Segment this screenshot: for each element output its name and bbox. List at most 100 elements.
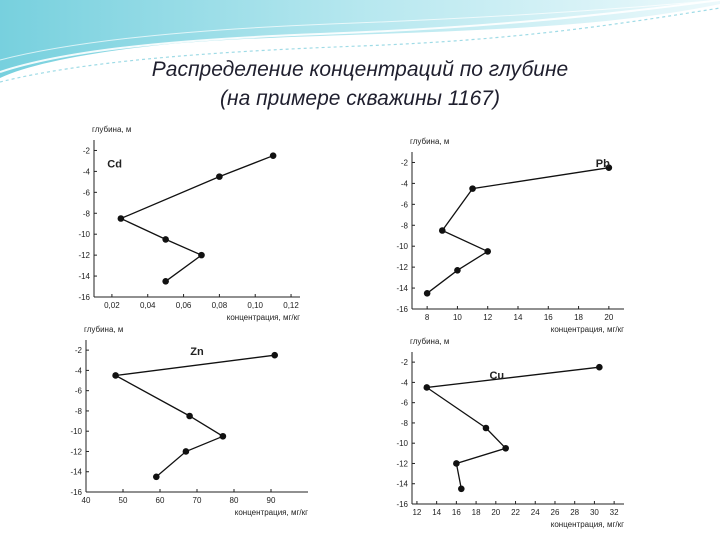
zn-element-label: Zn — [190, 346, 204, 358]
cu-x-tick-label: 32 — [610, 508, 619, 517]
zn-y-tick-label: -14 — [70, 468, 82, 477]
pb-series-line — [426, 167, 609, 294]
pb-y-tick-label: -12 — [396, 263, 408, 272]
cd-y-tick-label: -6 — [83, 188, 91, 197]
cd-y-tick-label: -12 — [78, 251, 90, 260]
header-swoosh-decoration — [0, 0, 720, 83]
cd-y-tick-label: -4 — [83, 167, 91, 176]
pb-x-axis-title: концентрация, мг/кг — [551, 325, 624, 334]
pb-x-tick-label: 14 — [514, 313, 523, 322]
zn-data-point — [182, 448, 190, 455]
cu-x-tick-label: 12 — [412, 508, 421, 517]
cd-x-tick-label: 0,06 — [176, 301, 192, 310]
pb-y-axis-title: глубина, м — [410, 137, 449, 146]
chart-cd: -2 -4 -6 -8 -10 -12 -14 -16 0,02 0,04 0,06 0,08 0,10… — [78, 125, 300, 322]
zn-x-tick-label: 80 — [230, 496, 239, 505]
cd-y-tick-label: -8 — [83, 209, 91, 218]
cd-x-tick-label: 0,04 — [140, 301, 156, 310]
cd-data-point — [269, 152, 277, 159]
pb-x-tick-label: 16 — [544, 313, 553, 322]
cu-data-point — [596, 363, 603, 371]
pb-element-label: Pb — [596, 158, 610, 170]
pb-x-tick-label: 20 — [604, 313, 613, 322]
zn-y-tick-label: -6 — [75, 387, 83, 396]
pb-data-point — [469, 185, 476, 192]
cd-x-tick-label: 0,08 — [212, 301, 228, 310]
cu-data-point — [502, 444, 509, 452]
cd-x-tick-label: 0,02 — [104, 301, 120, 310]
cu-element-label: Cu — [489, 370, 504, 382]
pb-y-tick-label: -4 — [401, 179, 409, 188]
cd-data-point — [198, 251, 205, 259]
pb-x-tick-label: 8 — [425, 313, 430, 322]
zn-y-axis-title: глубина, м — [84, 325, 123, 334]
zn-series-line — [113, 354, 275, 478]
cu-x-tick-label: 26 — [551, 508, 560, 517]
zn-y-tick-label: -8 — [75, 407, 83, 416]
cd-y-tick-label: -10 — [78, 230, 90, 239]
cu-y-tick-label: -2 — [401, 358, 409, 367]
pb-x-tick-label: 12 — [483, 313, 492, 322]
pb-y-tick-label: -10 — [396, 242, 408, 251]
cd-x-axis-title: концентрация, мг/кг — [227, 313, 300, 322]
zn-data-point — [153, 473, 160, 481]
cu-x-tick-label: 18 — [472, 508, 481, 517]
pb-data-point — [438, 227, 446, 234]
cu-x-tick-label: 16 — [452, 508, 461, 517]
cu-data-point — [482, 424, 490, 432]
zn-y-tick-label: -12 — [70, 447, 82, 456]
pb-data-point — [423, 290, 431, 297]
zn-x-tick-label: 70 — [193, 496, 202, 505]
zn-x-tick-label: 60 — [156, 496, 165, 505]
cu-y-tick-label: -8 — [401, 419, 409, 428]
cd-y-tick-label: -16 — [78, 293, 90, 302]
cd-y-axis-title: глубина, м — [92, 125, 131, 134]
cu-x-tick-label: 20 — [491, 508, 500, 517]
cu-data-point — [453, 460, 460, 467]
zn-y-tick-label: -10 — [70, 427, 82, 436]
pb-y-tick-label: -8 — [401, 221, 409, 230]
cd-data-point — [162, 236, 169, 243]
zn-x-axis-title: концентрация, мг/кг — [235, 508, 308, 517]
cd-data-point — [162, 278, 169, 285]
pb-data-point — [454, 266, 461, 274]
slide-title-line-2: (на примере скважины 1167) — [220, 87, 500, 110]
zn-data-point — [219, 432, 227, 440]
cd-y-tick-label: -14 — [78, 272, 90, 281]
pb-x-tick-label: 18 — [574, 313, 583, 322]
cu-x-axis-title: концентрация, мг/кг — [551, 520, 624, 529]
cu-y-tick-label: -4 — [401, 378, 409, 387]
chart-pb: -2 -4 -6 -8 -10 -12 -14 -16 8 10 12 14 16 18 20 глубина… — [396, 137, 624, 334]
zn-y-tick-label: -2 — [75, 346, 83, 355]
pb-data-point — [605, 164, 613, 171]
cd-series-line — [119, 155, 274, 282]
cd-x-tick-label: 0,12 — [283, 301, 299, 310]
zn-data-point — [271, 351, 278, 359]
cu-data-point — [423, 384, 431, 391]
cu-x-tick-label: 24 — [531, 508, 540, 517]
cu-y-tick-label: -14 — [396, 480, 408, 489]
cu-x-tick-label: 30 — [590, 508, 599, 517]
zn-x-tick-label: 50 — [119, 496, 128, 505]
cu-y-tick-label: -6 — [401, 399, 409, 408]
zn-x-tick-label: 90 — [267, 496, 276, 505]
cu-series-line — [425, 366, 600, 489]
cu-y-tick-label: -12 — [396, 459, 408, 468]
pb-x-tick-label: 10 — [453, 313, 462, 322]
slide-title-line-1: Распределение концентраций по глубине — [151, 58, 569, 81]
cu-y-tick-label: -10 — [396, 439, 408, 448]
cu-x-tick-label: 22 — [511, 508, 520, 517]
pb-y-tick-label: -14 — [396, 284, 408, 293]
cu-y-axis-title: глубина, м — [410, 337, 449, 346]
zn-y-tick-label: -4 — [75, 366, 83, 375]
cu-x-tick-label: 28 — [570, 508, 579, 517]
cu-data-point — [458, 485, 465, 493]
zn-x-tick-label: 40 — [82, 496, 91, 505]
cd-data-point — [117, 215, 125, 222]
cd-x-tick-label: 0,10 — [247, 301, 263, 310]
pb-y-tick-label: -6 — [401, 200, 409, 209]
cu-x-tick-label: 14 — [432, 508, 441, 517]
zn-data-point — [112, 372, 119, 379]
chart-cu: -2 -4 -6 -8 -10 -12 -14 -16 12 14 16 18 20 22 24 26 28 30… — [396, 337, 624, 529]
